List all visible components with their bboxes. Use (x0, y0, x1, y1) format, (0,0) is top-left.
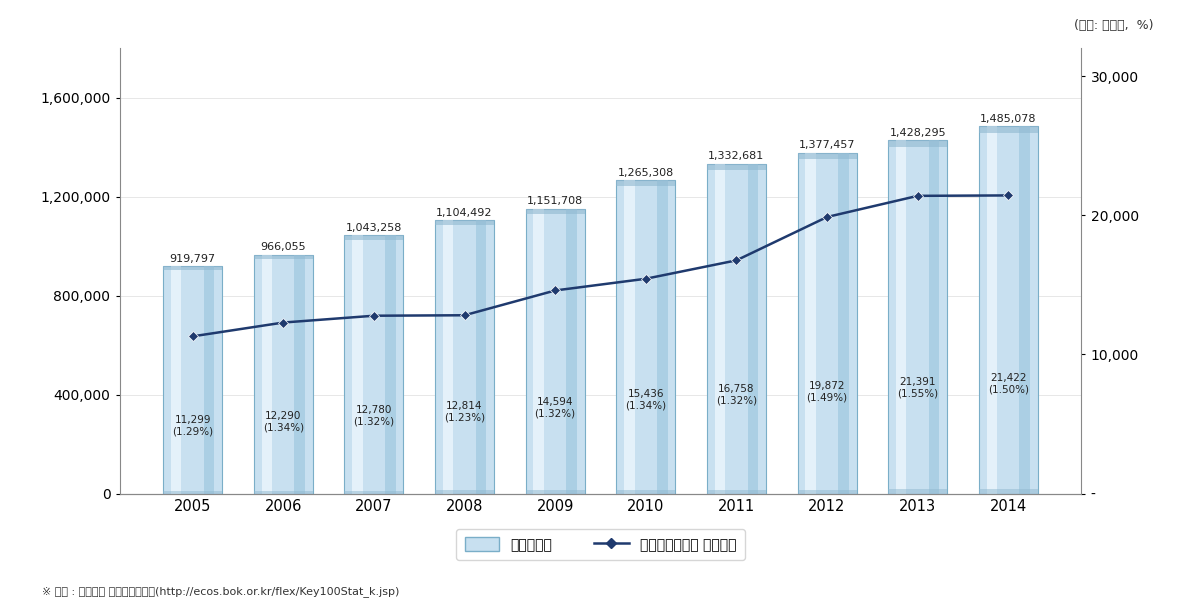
Bar (797, 153, 857, 159)
Bar (1019, 126, 1030, 494)
Bar (979, 126, 1037, 132)
Text: 21,391
(1.55%): 21,391 (1.55%) (897, 377, 938, 399)
Bar (435, 491, 494, 494)
Text: 1,104,492: 1,104,492 (436, 208, 492, 218)
Bar (896, 140, 907, 494)
Text: 16,758
(1.32%): 16,758 (1.32%) (716, 384, 756, 406)
Text: 919,797: 919,797 (170, 253, 216, 264)
Bar (617, 490, 675, 494)
Bar (797, 489, 857, 494)
Bar (707, 164, 766, 170)
Bar (344, 235, 404, 240)
Bar (443, 220, 453, 494)
Bar (253, 491, 313, 494)
Bar (253, 255, 313, 494)
Bar (164, 266, 222, 270)
Text: 21,422
(1.50%): 21,422 (1.50%) (988, 373, 1029, 394)
Bar (715, 164, 725, 494)
Text: 1,265,308: 1,265,308 (618, 168, 674, 178)
Bar (838, 153, 848, 494)
Bar (748, 164, 758, 494)
Bar (805, 153, 816, 494)
Bar (657, 181, 668, 494)
Bar (526, 209, 584, 214)
Bar (624, 181, 635, 494)
Bar (888, 140, 948, 146)
Bar (566, 209, 577, 494)
Bar (385, 235, 396, 494)
Bar (888, 140, 948, 494)
Text: 1,043,258: 1,043,258 (345, 223, 402, 233)
Bar (979, 126, 1037, 494)
Text: 15,436
(1.34%): 15,436 (1.34%) (625, 389, 667, 411)
Text: 1,485,078: 1,485,078 (980, 114, 1036, 123)
Text: 12,814
(1.23%): 12,814 (1.23%) (445, 401, 485, 423)
Bar (707, 489, 766, 494)
Bar (435, 220, 494, 225)
Bar (171, 266, 182, 494)
Bar (164, 491, 222, 494)
Bar (353, 235, 363, 494)
Text: 12,290
(1.34%): 12,290 (1.34%) (263, 411, 304, 433)
Text: 966,055: 966,055 (261, 242, 306, 252)
Bar (987, 126, 997, 494)
Legend: 국내총생산, 원자력산업분야 총매출액: 국내총생산, 원자력산업분야 총매출액 (456, 529, 744, 560)
Text: 1,151,708: 1,151,708 (527, 196, 583, 206)
Text: 11,299
(1.29%): 11,299 (1.29%) (172, 415, 213, 436)
Bar (929, 140, 939, 494)
Bar (797, 153, 857, 494)
Bar (262, 255, 272, 494)
Text: ※ 출처 : 한국은행 경제통계시스템(http://ecos.bok.or.kr/flex/Key100Stat_k.jsp): ※ 출처 : 한국은행 경제통계시스템(http://ecos.bok.or.k… (42, 586, 399, 597)
Bar (979, 489, 1037, 494)
Bar (617, 181, 675, 494)
Bar (533, 209, 544, 494)
Text: (단위: 십억원,  %): (단위: 십억원, %) (1073, 19, 1153, 33)
Text: 12,780
(1.32%): 12,780 (1.32%) (354, 405, 394, 427)
Bar (294, 255, 305, 494)
Bar (435, 220, 494, 494)
Bar (204, 266, 214, 494)
Bar (344, 235, 404, 494)
Bar (617, 181, 675, 186)
Bar (707, 164, 766, 494)
Text: 19,872
(1.49%): 19,872 (1.49%) (807, 380, 847, 402)
Bar (164, 266, 222, 494)
Bar (888, 489, 948, 494)
Bar (344, 491, 404, 494)
Bar (476, 220, 486, 494)
Text: 14,594
(1.32%): 14,594 (1.32%) (534, 397, 576, 419)
Bar (253, 255, 313, 259)
Bar (526, 490, 584, 494)
Text: 1,332,681: 1,332,681 (709, 151, 765, 161)
Bar (526, 209, 584, 494)
Text: 1,377,457: 1,377,457 (798, 140, 856, 150)
Text: 1,428,295: 1,428,295 (889, 128, 946, 138)
